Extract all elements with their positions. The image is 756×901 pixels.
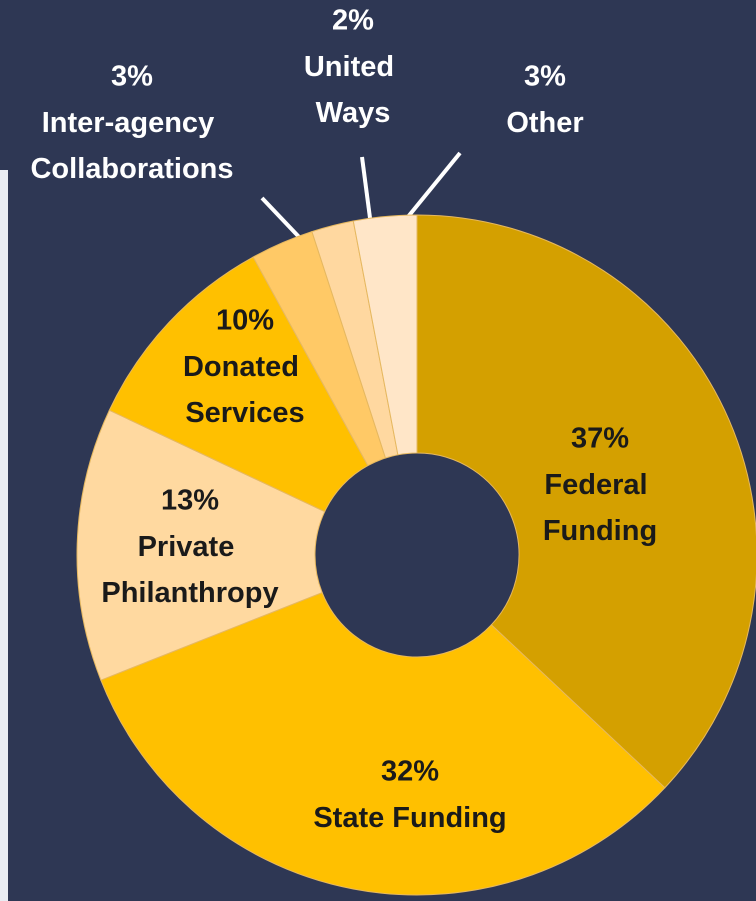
category-label: Federal Funding [543, 469, 657, 547]
label-line: Collaborations [30, 153, 233, 185]
label-line: Inter-agency [42, 107, 223, 139]
category-label: Donated Services [183, 351, 307, 429]
category-label: Other [506, 107, 583, 139]
label-line: Other [506, 107, 583, 139]
slice [76, 409, 326, 681]
label-line: Services [185, 397, 304, 429]
value-label: 10% [216, 305, 274, 337]
category-label: United Ways [304, 51, 402, 129]
label-line: United [304, 51, 402, 83]
leader-line [405, 151, 462, 220]
slice [416, 214, 756, 789]
value-label: 3% [111, 61, 153, 93]
value-label: 32% [381, 756, 439, 788]
leader-line [260, 196, 302, 240]
value-label: 37% [571, 423, 629, 455]
value-label: 2% [332, 5, 374, 37]
label-line: Philanthropy [101, 577, 278, 609]
category-label: Inter-agency Collaborations [30, 107, 233, 185]
label-line: Federal [544, 469, 655, 501]
slice [100, 591, 666, 896]
value-label: 3% [524, 61, 566, 93]
label-line: State Funding [313, 802, 506, 834]
leader-line [360, 156, 372, 219]
slice [108, 256, 369, 513]
label-line: Funding [543, 515, 657, 547]
value-label: 13% [161, 485, 219, 517]
slices [76, 214, 756, 896]
label-line: Donated [183, 351, 307, 383]
category-label: State Funding [313, 802, 506, 834]
side-panel [0, 170, 8, 901]
category-label: Private Philanthropy [101, 531, 278, 609]
label-line: Ways [316, 97, 391, 129]
slice [352, 214, 418, 456]
label-line: Private [138, 531, 243, 563]
leader-lines [260, 151, 462, 240]
